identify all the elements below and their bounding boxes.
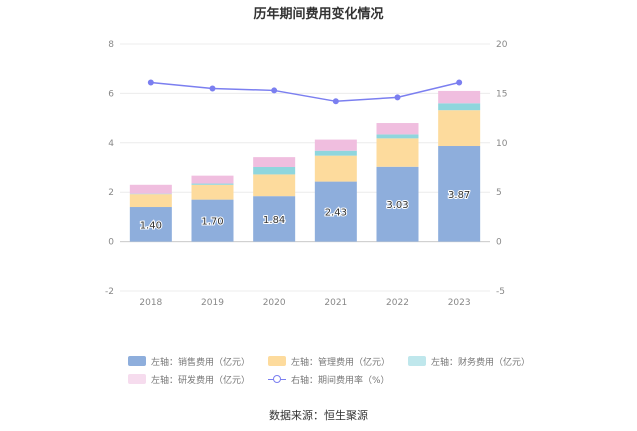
rate-line [150, 81, 460, 103]
x-tick-label: 2021 [324, 298, 347, 308]
legend-item-admin[interactable]: 左轴：管理费用（亿元） [268, 355, 408, 368]
rate-point [147, 79, 154, 86]
legend-label-rate: 右轴：期间费用率（%） [291, 375, 390, 386]
rate-point [271, 87, 278, 94]
x-tick-label: 2018 [139, 298, 162, 308]
chart-title: 历年期间费用变化情况 [253, 7, 384, 22]
bar-segment [129, 194, 172, 208]
legend-label-rnd: 左轴：研发费用（亿元） [151, 375, 251, 386]
bar-segment [253, 157, 296, 168]
chart-legend: 左轴：销售费用（亿元） 左轴：管理费用（亿元） 左轴：财务费用（亿元） 左轴：研… [128, 352, 548, 388]
rate-point [394, 94, 401, 101]
bar-segment [314, 155, 357, 182]
bar-data-label: 3.03 [386, 200, 408, 211]
bar-segment [376, 134, 419, 139]
bar-data-label: 1.84 [263, 215, 285, 226]
bar-segment [438, 103, 481, 111]
bar-segment [191, 199, 234, 242]
y-right-tick-label: 20 [496, 40, 508, 50]
bar-segment [314, 181, 357, 242]
bar-segment [191, 184, 234, 200]
legend-swatch-sales [128, 356, 146, 366]
y-left-tick-label: 6 [108, 89, 114, 99]
legend-label-admin: 左轴：管理费用（亿元） [291, 357, 391, 368]
legend-swatch-rate [268, 374, 286, 384]
legend-item-sales[interactable]: 左轴：销售费用（亿元） [128, 355, 268, 368]
y-left-tick-label: -2 [105, 287, 114, 297]
legend-item-finance[interactable]: 左轴：财务费用（亿元） [408, 355, 548, 368]
y-right-tick-label: 15 [496, 89, 507, 99]
bar-segment [376, 166, 419, 242]
bar-data-label: 1.40 [140, 220, 162, 231]
y-right-tick-label: -5 [496, 287, 505, 297]
y-right-tick-label: 10 [496, 139, 508, 149]
x-tick-label: 2019 [201, 298, 224, 308]
bar-segment [438, 110, 481, 147]
bar-segment [314, 139, 357, 151]
legend-swatch-admin [268, 356, 286, 366]
y-right-tick-label: 0 [496, 238, 502, 248]
legend-item-rate[interactable]: 右轴：期间费用率（%） [268, 373, 408, 386]
y-right-tick-label: 5 [496, 188, 502, 198]
y-left-tick-label: 8 [108, 40, 114, 50]
legend-swatch-rnd [128, 374, 146, 384]
bar-segment [129, 184, 172, 194]
bar-segment [438, 90, 481, 104]
bar-segment [376, 123, 419, 135]
legend-label-finance: 左轴：财务费用（亿元） [431, 357, 531, 368]
y-left-tick-label: 2 [108, 188, 114, 198]
bar-segment [253, 196, 296, 242]
x-tick-label: 2020 [263, 298, 286, 308]
bar-segment [438, 146, 481, 242]
rate-point [332, 98, 339, 105]
bar-segment [191, 183, 234, 185]
bar-segment [376, 138, 419, 167]
y-left-tick-label: 0 [108, 238, 114, 248]
x-tick-label: 2023 [448, 298, 471, 308]
bar-segment [253, 167, 296, 175]
data-source: 数据来源：恒生聚源 [269, 409, 368, 422]
bar-segment [314, 150, 357, 156]
x-tick-label: 2022 [386, 298, 409, 308]
bar-segment [253, 174, 296, 197]
legend-swatch-finance [408, 356, 426, 366]
bar-data-label: 3.87 [448, 190, 470, 201]
bar-data-label: 2.43 [325, 208, 347, 219]
bar-segment [129, 207, 172, 242]
bar-segment [191, 175, 234, 184]
y-left-tick-label: 4 [108, 139, 114, 149]
rate-point [456, 79, 463, 86]
bar-data-label: 1.70 [201, 217, 223, 228]
legend-item-rnd[interactable]: 左轴：研发费用（亿元） [128, 373, 268, 386]
legend-label-sales: 左轴：销售费用（亿元） [151, 357, 251, 368]
rate-point [209, 85, 216, 92]
